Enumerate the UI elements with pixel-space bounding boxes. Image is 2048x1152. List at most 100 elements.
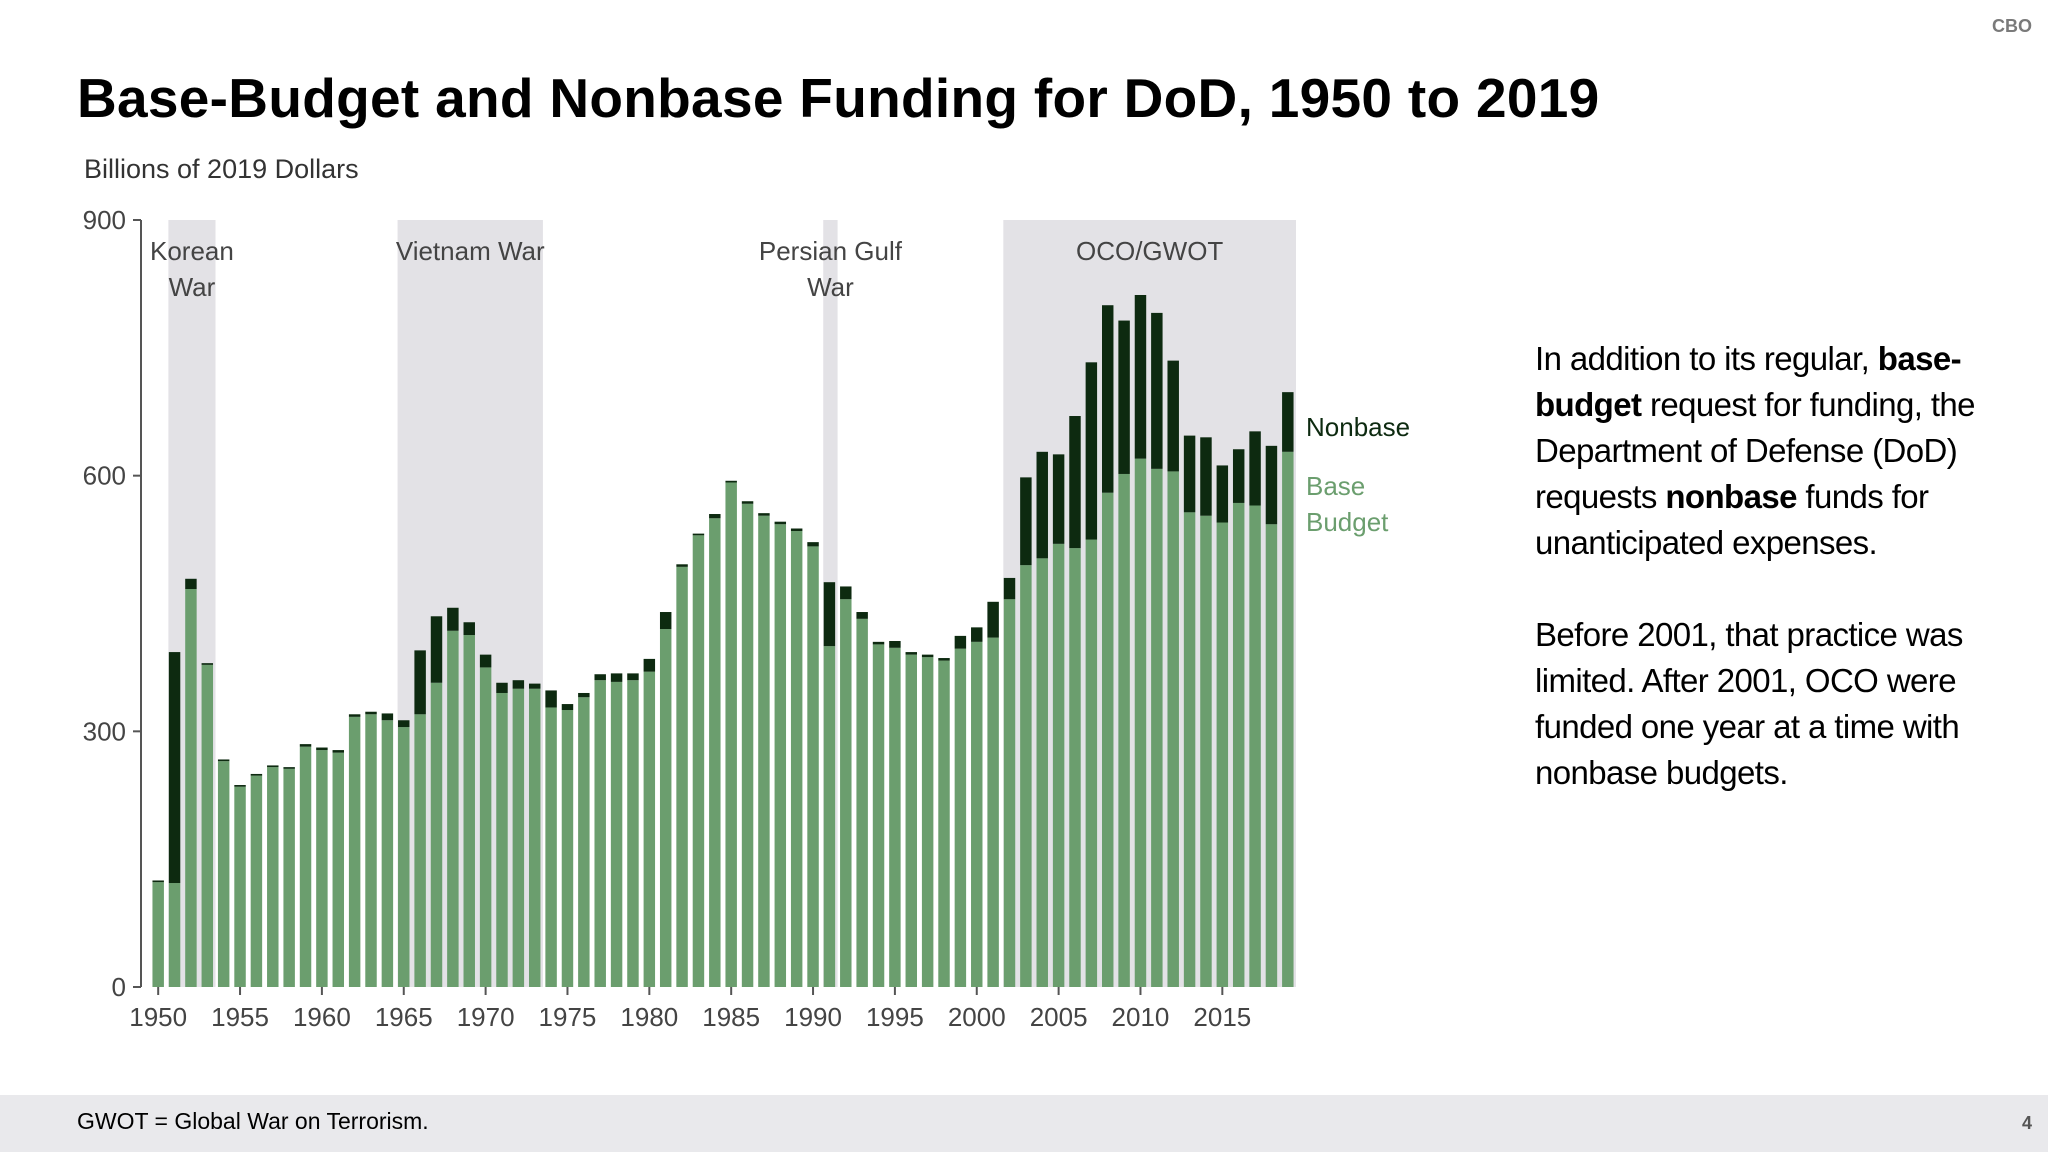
bar-base-budget xyxy=(774,524,787,987)
bar-nonbase xyxy=(725,480,737,483)
bar-nonbase xyxy=(627,673,639,681)
legend-base-budget: Base xyxy=(1306,471,1365,501)
footnote: GWOT = Global War on Terrorism. xyxy=(77,1108,429,1134)
bar-nonbase xyxy=(1200,437,1212,516)
bar-nonbase xyxy=(348,714,361,717)
legend-nonbase: Nonbase xyxy=(1306,412,1410,442)
bar-nonbase xyxy=(201,663,214,665)
bar-base-budget xyxy=(594,680,606,987)
shaded-period xyxy=(1003,220,1296,987)
bar-base-budget xyxy=(1282,451,1294,987)
shaded-period-label: OCO/GWOT xyxy=(1076,236,1223,266)
bar-base-budget xyxy=(496,692,508,987)
bar-base-budget xyxy=(545,707,557,987)
bar-base-budget xyxy=(1151,468,1163,987)
x-tick-label: 1985 xyxy=(702,1002,760,1032)
bar-nonbase xyxy=(414,650,426,715)
bar-nonbase xyxy=(1134,294,1147,459)
description-paragraph-1: In addition to its regular, base-budget … xyxy=(1535,340,1976,561)
bar-base-budget xyxy=(741,503,754,987)
shaded-periods xyxy=(168,220,1296,987)
bar-base-budget xyxy=(987,637,999,987)
bar-nonbase xyxy=(643,658,656,672)
bar-base-budget xyxy=(872,644,885,987)
bar-nonbase xyxy=(938,658,950,661)
bar-base-budget xyxy=(512,688,525,987)
bar-nonbase xyxy=(709,514,721,519)
bar-nonbase xyxy=(185,578,197,590)
x-tick-label: 2015 xyxy=(1193,1002,1251,1032)
y-tick-label: 0 xyxy=(112,972,126,1002)
legend-base-budget: Budget xyxy=(1306,507,1389,537)
bar-nonbase xyxy=(692,533,705,536)
bar-nonbase xyxy=(1265,445,1278,525)
shaded-period-label: War xyxy=(807,272,854,302)
bar-base-budget xyxy=(365,714,377,987)
bar-nonbase xyxy=(430,616,443,683)
bar-nonbase xyxy=(1232,449,1245,503)
x-tick-label: 2005 xyxy=(1030,1002,1088,1032)
bar-base-budget xyxy=(889,647,901,987)
bar-base-budget xyxy=(463,635,475,987)
bar-nonbase xyxy=(381,713,394,721)
y-tick-label: 600 xyxy=(83,461,126,491)
bar-nonbase xyxy=(234,785,246,787)
bar-nonbase xyxy=(1216,465,1229,523)
bar-base-budget xyxy=(561,710,574,987)
bar-nonbase xyxy=(332,750,345,753)
bar-nonbase xyxy=(1151,312,1163,469)
bar-base-budget xyxy=(283,768,295,987)
bar-base-budget xyxy=(676,566,688,987)
bar-base-budget xyxy=(905,654,918,987)
bar-base-budget xyxy=(1052,543,1065,987)
bar-base-budget xyxy=(1249,505,1261,987)
bar-nonbase xyxy=(545,690,557,708)
bar-nonbase xyxy=(1249,431,1261,506)
bar-nonbase xyxy=(578,692,590,698)
bar-nonbase xyxy=(496,682,508,693)
bar-nonbase xyxy=(790,528,803,532)
bar-nonbase xyxy=(840,586,852,600)
bar-base-budget xyxy=(659,629,672,987)
bar-base-budget xyxy=(643,671,656,987)
bar-nonbase xyxy=(872,641,885,645)
y-axis: 0 300 600 900 xyxy=(83,205,142,1002)
bar-nonbase xyxy=(479,654,492,668)
slide-title: Base-Budget and Nonbase Funding for DoD,… xyxy=(77,67,1600,129)
x-tick-label: 1990 xyxy=(784,1002,842,1032)
bar-nonbase xyxy=(299,744,312,747)
funding-chart: Billions of 2019 Dollars Korean War Vietna… xyxy=(83,154,1410,1032)
bar-base-budget xyxy=(398,727,410,987)
x-tick-label: 1995 xyxy=(866,1002,924,1032)
bar-nonbase xyxy=(217,759,230,762)
bar-nonbase xyxy=(365,711,377,715)
bar-nonbase xyxy=(741,501,754,504)
bar-base-budget xyxy=(1069,548,1081,987)
bar-nonbase xyxy=(168,652,181,884)
bar-base-budget xyxy=(267,767,279,987)
bar-nonbase xyxy=(447,607,459,631)
bar-base-budget xyxy=(921,657,934,987)
x-tick-label: 1950 xyxy=(129,1002,187,1032)
bar-base-budget xyxy=(1216,522,1229,987)
y-tick-label: 300 xyxy=(83,716,126,746)
bar-base-budget xyxy=(971,641,983,987)
x-tick-label: 1955 xyxy=(211,1002,269,1032)
x-tick-label: 1960 xyxy=(293,1002,351,1032)
y-tick-label: 900 xyxy=(83,205,126,235)
bar-nonbase xyxy=(528,683,541,689)
org-logo-text: CBO xyxy=(1992,16,2032,36)
bar-nonbase xyxy=(921,654,934,658)
bar-base-budget xyxy=(823,646,836,987)
bar-nonbase xyxy=(561,704,574,711)
page-number: 4 xyxy=(2021,1113,2032,1133)
bar-base-budget xyxy=(1118,473,1130,987)
bar-base-budget xyxy=(332,752,345,987)
bar-base-budget xyxy=(725,482,737,987)
bar-base-budget xyxy=(430,682,443,987)
nonbase-term: nonbase xyxy=(1665,478,1797,515)
bar-nonbase xyxy=(1036,451,1048,559)
shaded-period-label: Korean xyxy=(150,236,234,266)
bar-nonbase xyxy=(1052,454,1065,544)
x-tick-label: 1965 xyxy=(375,1002,433,1032)
